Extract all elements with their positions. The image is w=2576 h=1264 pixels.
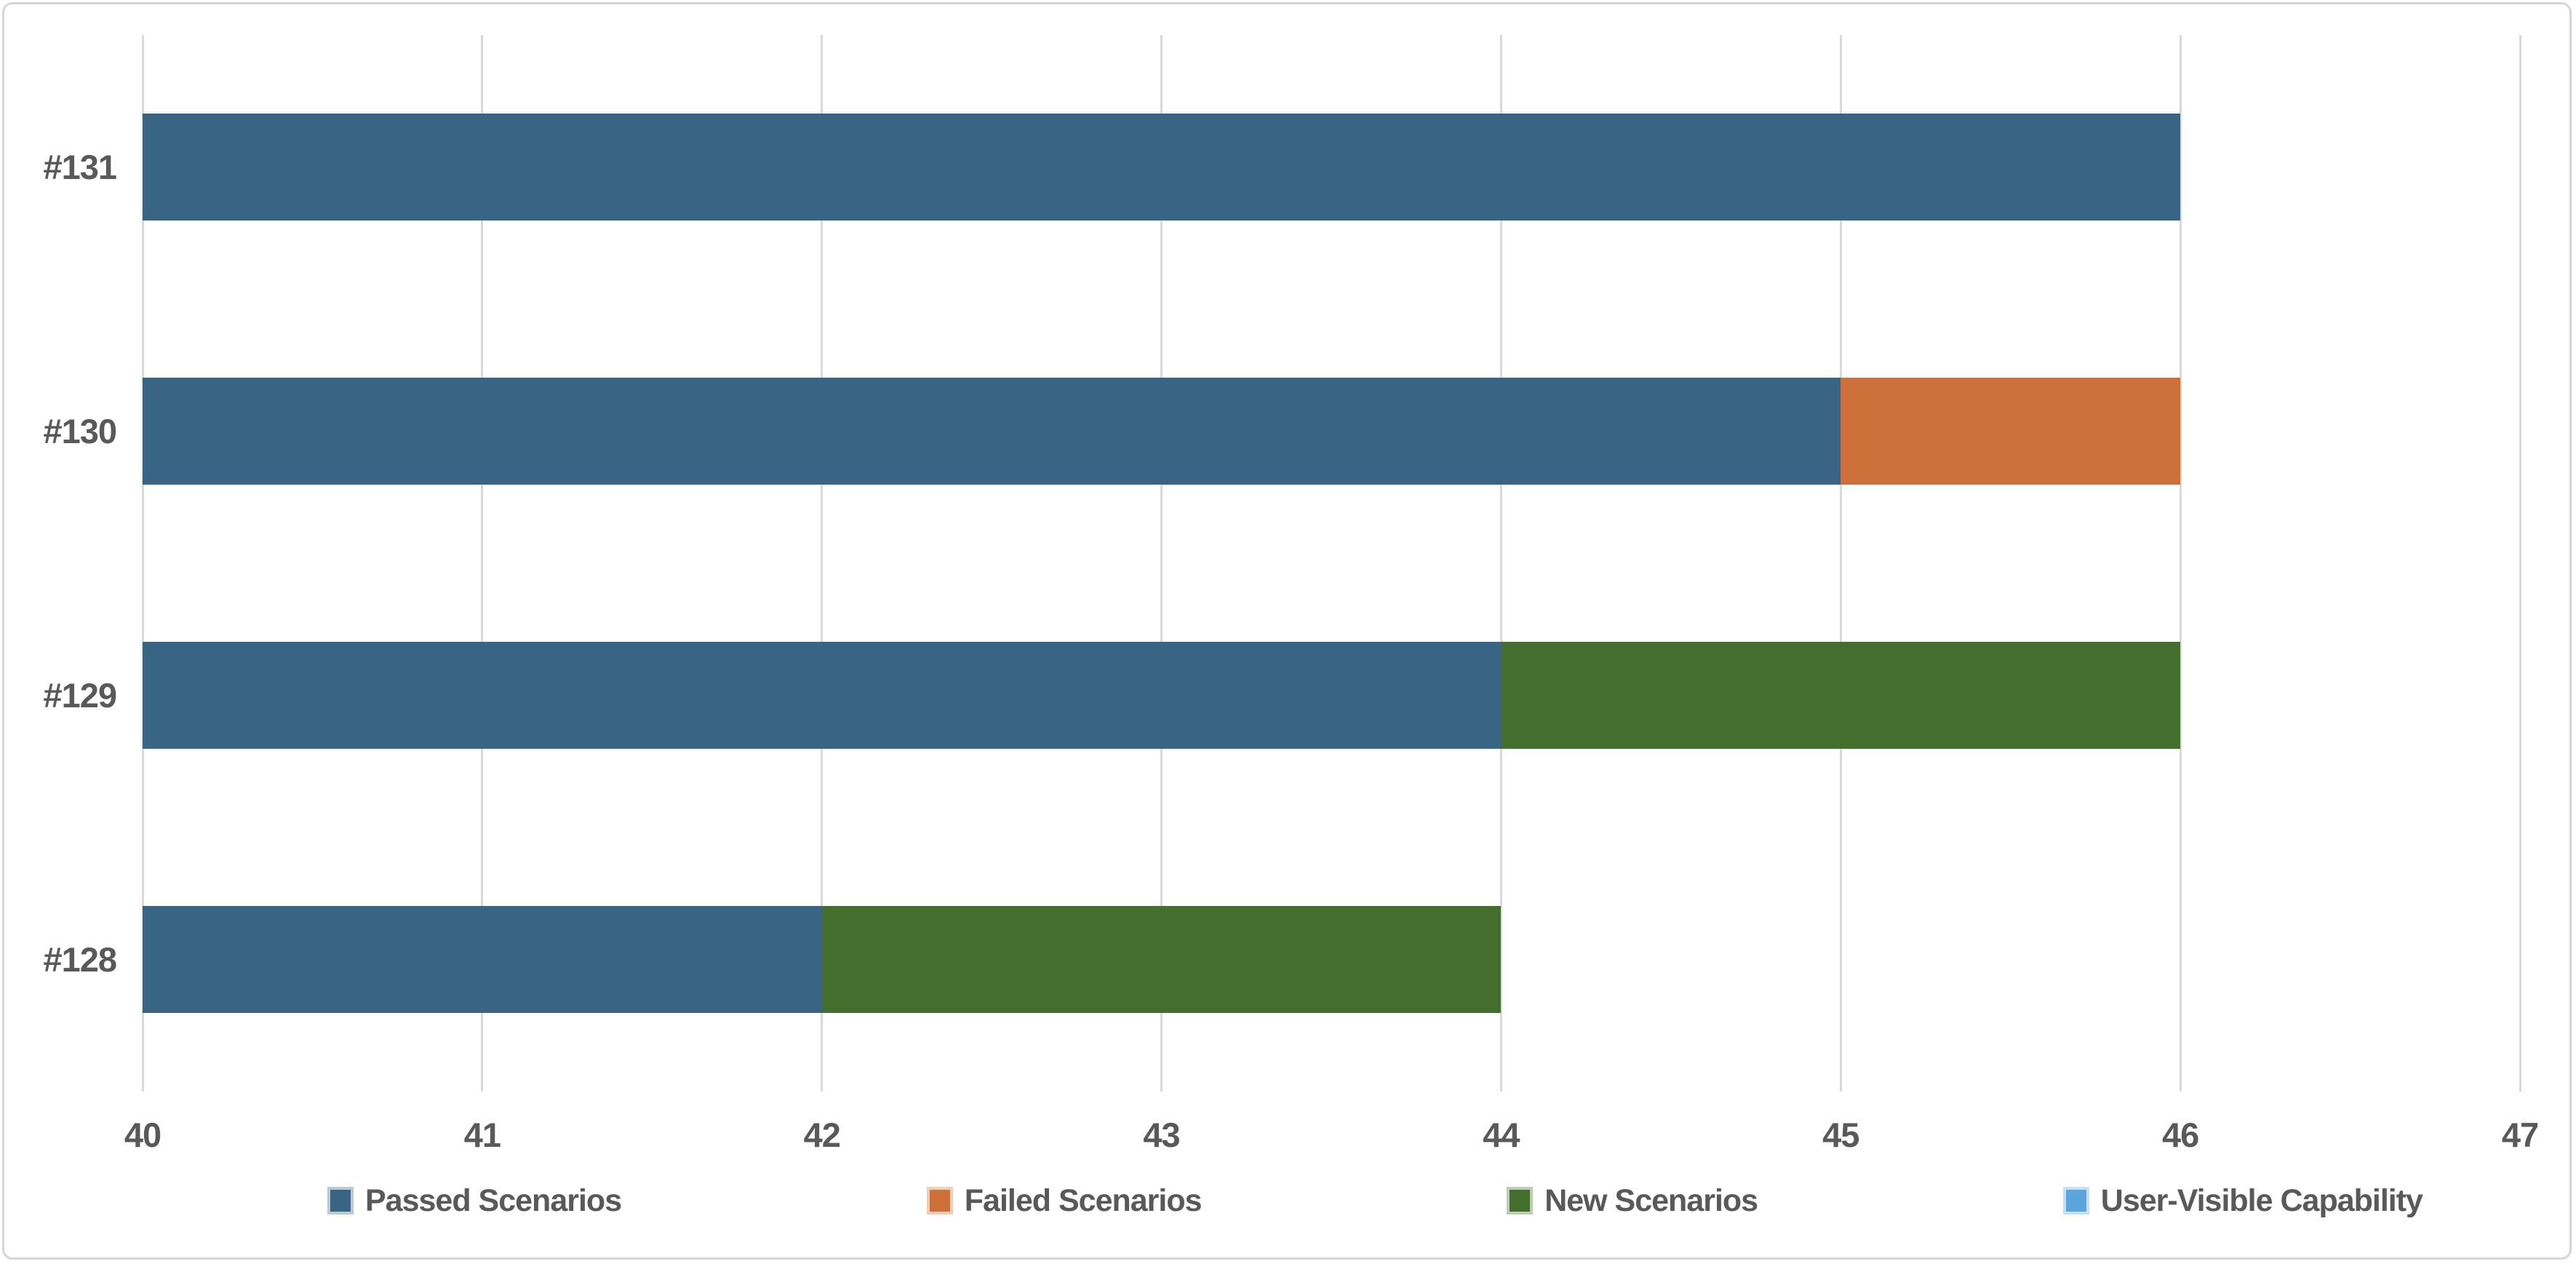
bar-row: [143, 114, 2520, 220]
legend-swatch-icon: [327, 1187, 354, 1215]
chart-legend: Passed Scenarios Failed Scenarios New Scen…: [327, 1173, 2423, 1228]
gridline: [821, 35, 824, 1092]
gridline: [2179, 35, 2182, 1092]
x-tick-label: 40: [124, 1116, 162, 1154]
bar-segment-new-scenarios: [1501, 642, 2181, 749]
x-tick-label: 47: [2501, 1116, 2539, 1154]
bar-row: [143, 642, 2520, 749]
bar-segment-passed-scenarios: [143, 642, 1502, 749]
gridline: [1160, 35, 1163, 1092]
gridline: [481, 35, 484, 1092]
x-tick-label: 43: [1143, 1116, 1180, 1154]
plot-area: [141, 35, 2521, 1092]
x-tick-label: 44: [1483, 1116, 1520, 1154]
bar-segment-passed-scenarios: [143, 906, 822, 1013]
legend-label: New Scenarios: [1544, 1182, 1758, 1218]
legend-swatch-icon: [926, 1187, 953, 1215]
bar-row: [143, 378, 2520, 485]
bar-row: [143, 906, 2520, 1013]
legend-item-user-visible-capability: User-Visible Capability: [2062, 1182, 2423, 1219]
bar-segment-passed-scenarios: [143, 114, 2181, 220]
legend-label: Failed Scenarios: [964, 1182, 1203, 1218]
gridline: [2519, 35, 2521, 1092]
bar-segment-new-scenarios: [821, 906, 1502, 1013]
legend-swatch-icon: [2062, 1187, 2089, 1215]
legend-label: Passed Scenarios: [365, 1182, 622, 1218]
x-tick-label: 46: [2162, 1116, 2199, 1154]
gridline: [141, 35, 144, 1092]
gridline: [1839, 35, 1842, 1092]
x-tick-label: 42: [803, 1116, 841, 1154]
legend-item-failed-scenarios: Failed Scenarios: [926, 1182, 1203, 1219]
legend-item-passed-scenarios: Passed Scenarios: [327, 1182, 622, 1219]
category-label: #129: [43, 675, 117, 715]
category-label: #130: [43, 411, 117, 450]
category-label: #131: [43, 147, 117, 186]
category-label: #128: [43, 939, 117, 979]
legend-item-new-scenarios: New Scenarios: [1507, 1183, 1758, 1219]
x-tick-label: 41: [463, 1116, 501, 1154]
x-tick-label: 45: [1822, 1116, 1859, 1154]
legend-swatch-icon: [1507, 1187, 1534, 1215]
bar-segment-failed-scenarios: [1841, 378, 2181, 485]
bar-segment-passed-scenarios: [143, 378, 1841, 485]
gridline: [1499, 35, 1502, 1092]
legend-label: User-Visible Capability: [2100, 1182, 2423, 1218]
